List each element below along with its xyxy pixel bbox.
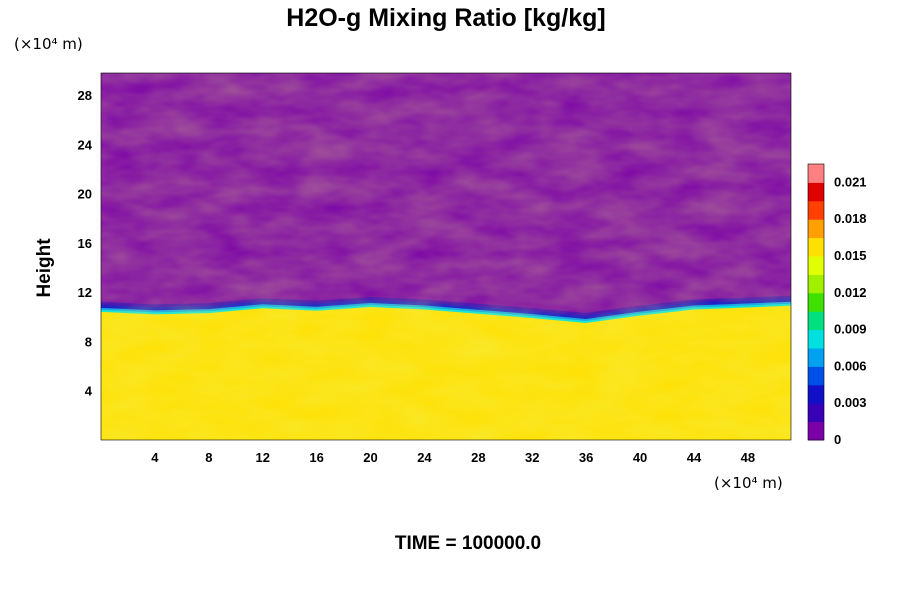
x-tick-label-7: 32 xyxy=(525,450,539,465)
y-tick-label-5: 24 xyxy=(78,137,93,152)
colorbar-segment-7 xyxy=(808,292,824,312)
x-tick-label-4: 20 xyxy=(363,450,377,465)
time-label: TIME = 100000.0 xyxy=(395,533,541,554)
colorbar-segment-6 xyxy=(808,311,824,331)
y-tick-label-0: 4 xyxy=(85,384,93,399)
colorbar-segment-9 xyxy=(808,256,824,275)
plot-frame xyxy=(100,72,792,441)
colorbar-segment-0 xyxy=(808,421,824,441)
y-tick-label-1: 8 xyxy=(85,334,92,349)
y-tick-label-3: 16 xyxy=(78,236,92,251)
x-unit-label: (×10⁴ m) xyxy=(714,474,783,492)
x-tick-label-10: 44 xyxy=(687,450,702,465)
colorbar-segment-12 xyxy=(808,200,824,220)
x-tick-label-11: 48 xyxy=(741,450,755,465)
colorbar-ticks: 0 0.003 0.006 0.009 0.012 0.015 0.018 0.021 xyxy=(834,174,867,447)
x-tick-label-5: 24 xyxy=(417,450,432,465)
colorbar-tick-label-3: 0.009 xyxy=(834,322,867,337)
y-tick-label-4: 20 xyxy=(78,187,92,202)
colorbar-frame xyxy=(807,163,825,441)
y-axis-ticks: 4 8 12 16 20 24 28 xyxy=(78,88,93,399)
colorbar-segment-1 xyxy=(808,403,824,423)
colorbar-tick-label-0: 0 xyxy=(834,432,841,447)
colorbar-tick-label-7: 0.021 xyxy=(834,174,867,189)
x-tick-label-6: 28 xyxy=(471,450,485,465)
x-tick-label-3: 16 xyxy=(309,450,323,465)
colorbar-segment-11 xyxy=(808,219,824,239)
y-tick-label-6: 28 xyxy=(78,88,92,103)
colorbar-segment-4 xyxy=(808,348,824,367)
colorbar-segment-5 xyxy=(808,329,824,349)
colorbar-tick-label-2: 0.006 xyxy=(834,358,867,373)
y-tick-label-2: 12 xyxy=(78,285,92,300)
colorbar-segment-13 xyxy=(808,182,824,202)
colorbar-tick-label-5: 0.015 xyxy=(834,248,867,263)
colorbar-segment-10 xyxy=(808,237,824,257)
x-tick-label-2: 12 xyxy=(255,450,269,465)
colorbar-tick-label-4: 0.012 xyxy=(834,285,867,300)
x-tick-label-1: 8 xyxy=(205,450,212,465)
colorbar-segment-14 xyxy=(808,164,824,183)
colorbar-segment-8 xyxy=(808,274,824,294)
moisture-texture xyxy=(101,73,791,440)
x-axis-ticks: 4 8 12 16 20 24 28 32 36 40 44 48 xyxy=(151,450,755,465)
y-unit-label: (×10⁴ m) xyxy=(14,35,83,53)
colorbar-tick-label-6: 0.018 xyxy=(834,211,867,226)
x-tick-label-0: 4 xyxy=(151,450,159,465)
colorbar-segment-2 xyxy=(808,384,824,404)
plot-area xyxy=(100,72,792,441)
x-tick-label-8: 36 xyxy=(579,450,593,465)
colorbar xyxy=(807,163,825,441)
y-axis-label: Height xyxy=(34,238,55,298)
x-tick-label-9: 40 xyxy=(633,450,647,465)
chart-title: H2O-g Mixing Ratio [kg/kg] xyxy=(286,4,605,32)
colorbar-tick-label-1: 0.003 xyxy=(834,395,867,410)
colorbar-segment-3 xyxy=(808,366,824,386)
